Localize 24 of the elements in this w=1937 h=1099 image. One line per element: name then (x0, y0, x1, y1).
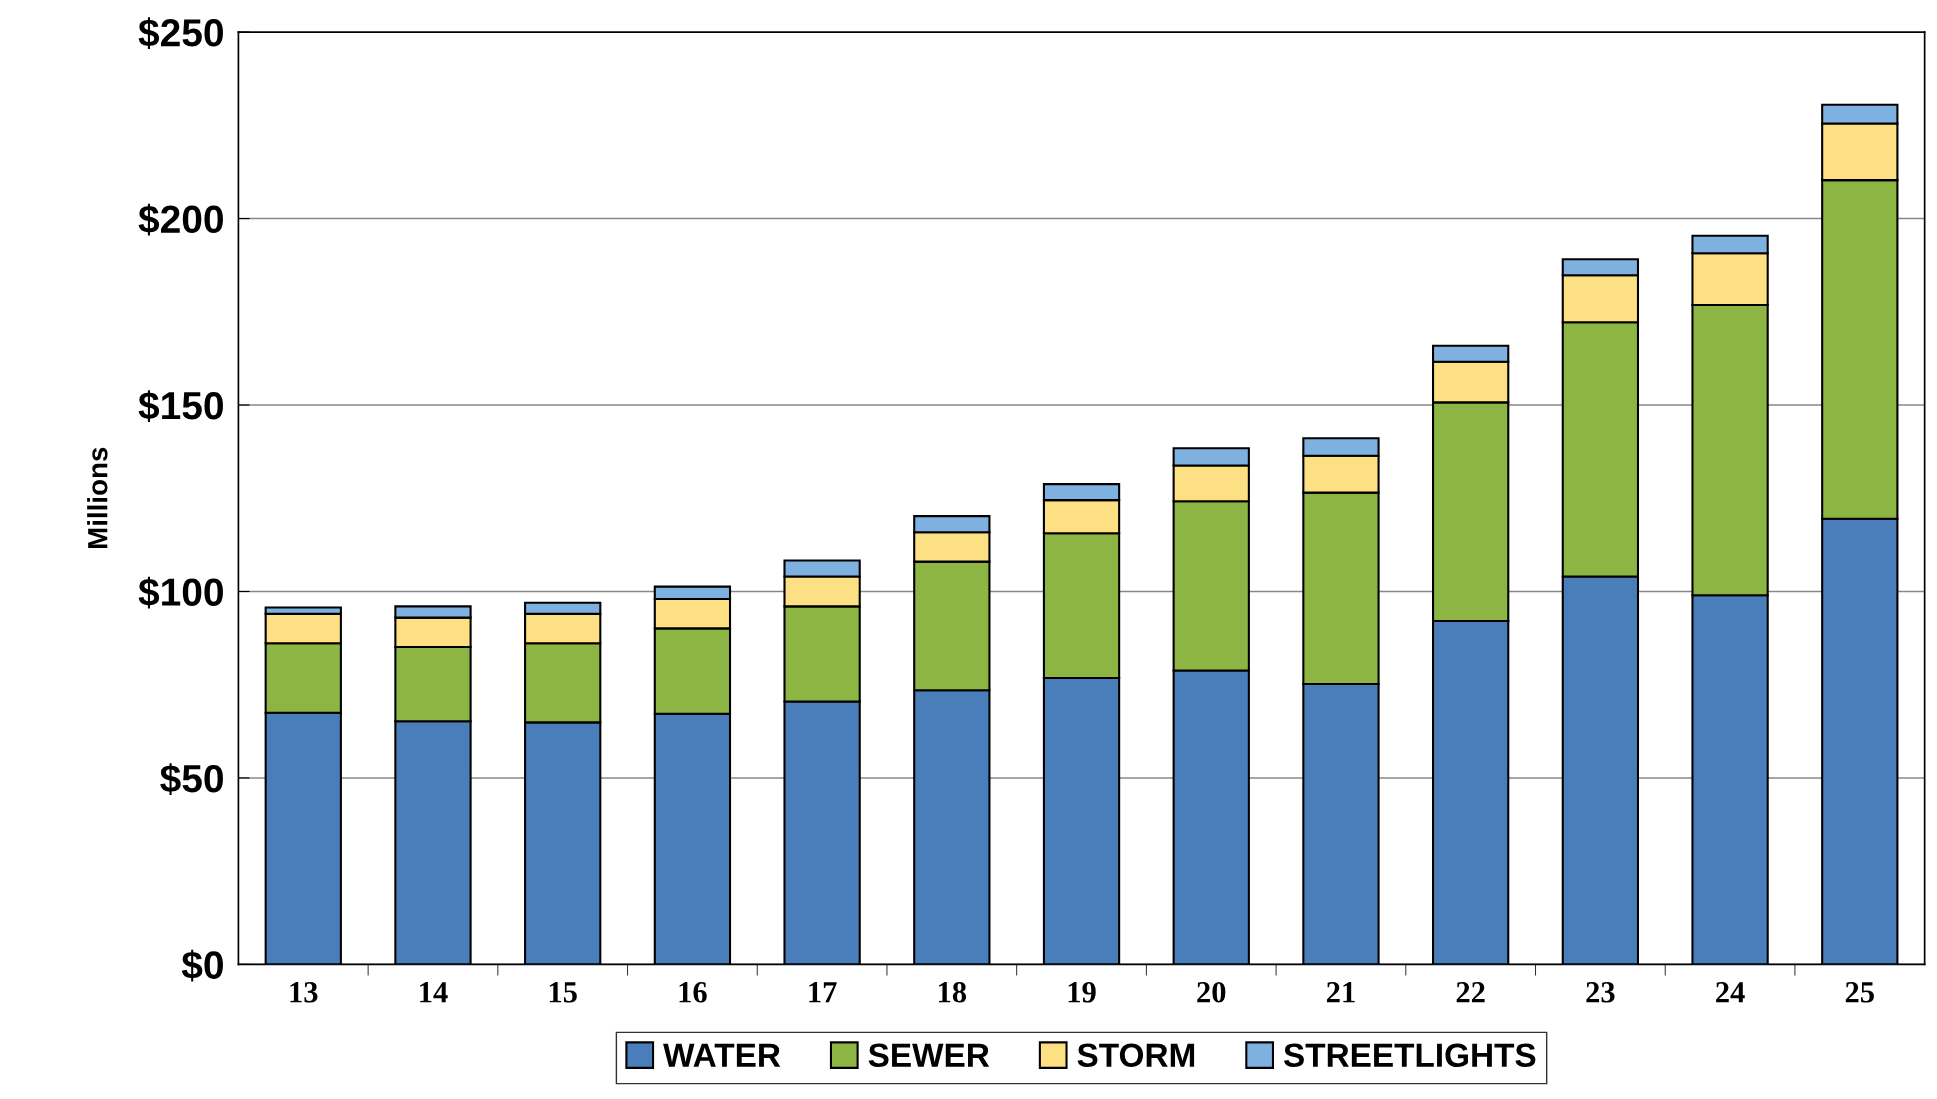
y-tick-label: $100 (138, 576, 223, 609)
x-tick-label: 20 (1197, 981, 1226, 1003)
x-tick-label: 25 (1845, 982, 1874, 1003)
x-tick-label: 16 (679, 982, 707, 1003)
legend-label: SEWER (868, 1043, 990, 1068)
x-tick-label: 14 (420, 982, 448, 1003)
y-tick-label: $150 (138, 390, 223, 422)
x-tick-label: 13 (290, 982, 318, 1003)
x-tick-label: 23 (1586, 982, 1615, 1003)
x-tick-label: 24 (1716, 982, 1745, 1003)
legend-label: STORM (1077, 1043, 1195, 1068)
x-tick-label: 22 (1456, 982, 1485, 1003)
x-tick-label: 17 (809, 982, 837, 1003)
legend-label: STREETLIGHTS (1283, 1043, 1536, 1068)
legend-label: WATER (663, 1043, 781, 1067)
x-tick-label: 19 (1068, 982, 1096, 1003)
y-tick-label: $200 (138, 203, 223, 236)
y-axis-title: Millions (87, 447, 108, 549)
x-tick-label: 15 (549, 982, 577, 1003)
y-tick-label: $250 (138, 17, 223, 50)
x-tick-label: 18 (938, 981, 967, 1003)
y-tick-label: $50 (160, 763, 223, 795)
x-tick-label: 21 (1326, 982, 1355, 1003)
y-tick-label: $0 (181, 949, 223, 982)
